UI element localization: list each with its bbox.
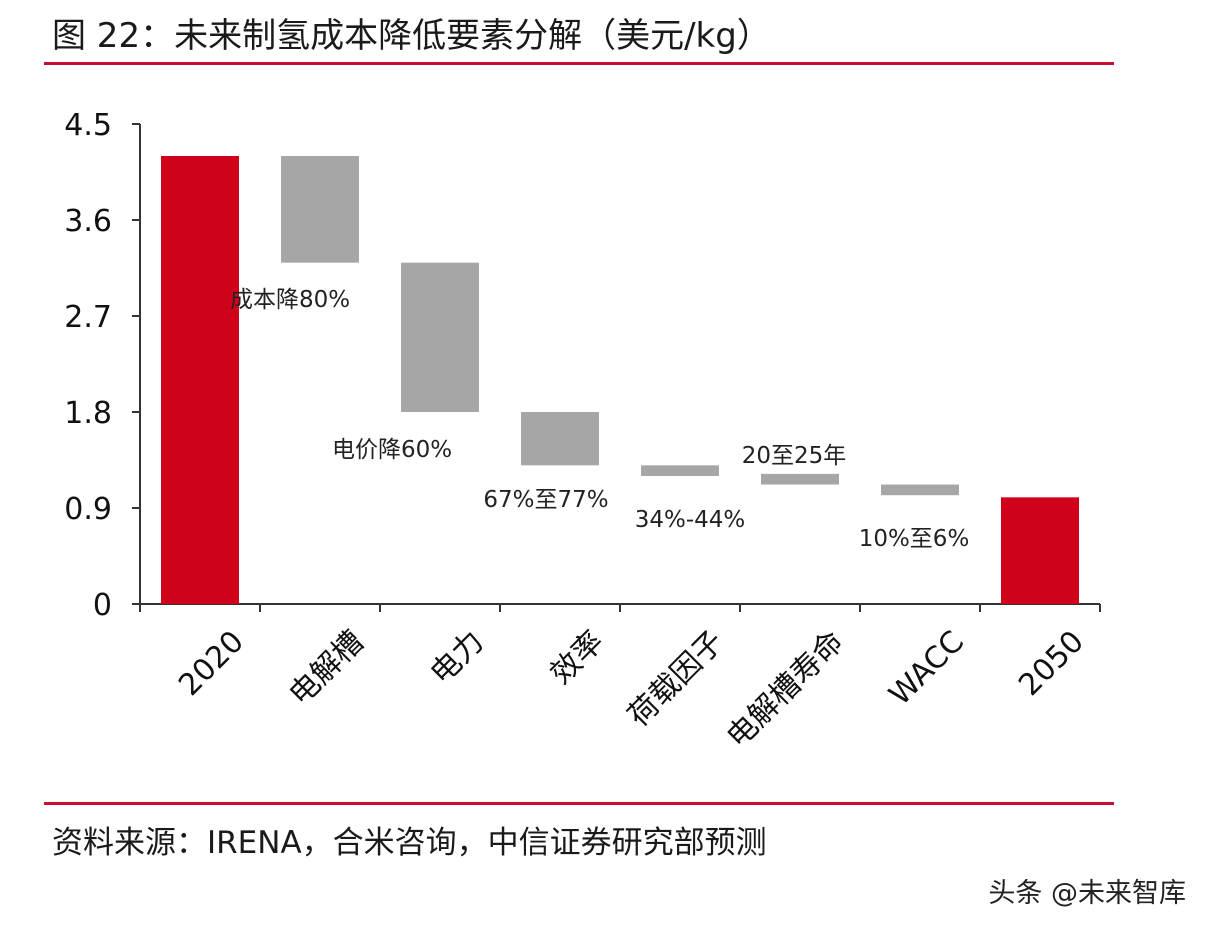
x-tick-label: WACC [883,624,971,712]
data-label: 67%至77% [483,487,608,513]
bottom-rule [44,802,1114,805]
y-tick-label: 2.7 [64,300,112,335]
top-rule [44,62,1114,65]
bars [161,156,1079,604]
source-note: 资料来源：IRENA，合米咨询，中信证券研究部预测 [52,825,767,861]
x-tick-label: 效率 [544,624,611,691]
delta-bar [401,262,479,412]
x-tick-label: 2050 [1012,624,1091,703]
data-label: 电价降60% [332,437,452,463]
x-tick-label: 电解槽 [283,624,371,712]
y-tick-labels: 0 0.9 1.8 2.7 3.6 4.5 [64,108,112,623]
y-tick-label: 3.6 [64,204,112,239]
watermark-text: 头条 @未来智库 [988,878,1186,909]
delta-bar [521,412,599,466]
waterfall-chart: 成本降80% 电价降60% 67%至77% 34%-44% 20至25年 10%至6% 2… [64,108,1101,755]
x-tick-label: 电解槽寿命 [720,624,851,755]
x-tick-label: 电力 [424,624,491,691]
total-bar [161,156,239,604]
delta-bar [281,156,359,263]
axes [132,123,1101,612]
y-tick-label: 1.8 [64,396,112,431]
delta-bar [641,465,719,476]
data-labels: 成本降80% 电价降60% 67%至77% 34%-44% 20至25年 10%至6% [230,287,969,552]
data-label: 34%-44% [635,507,746,533]
y-tick-label: 0.9 [64,492,112,527]
x-tick-label: 荷载因子 [621,624,731,734]
data-label: 成本降80% [230,287,350,313]
delta-bar [881,484,959,496]
y-tick-label: 0 [93,588,112,623]
data-label: 20至25年 [742,443,847,469]
data-label: 10%至6% [859,526,970,552]
y-tick-label: 4.5 [64,108,112,143]
x-tick-label: 2020 [172,624,251,703]
delta-bar [761,473,839,485]
figure-title: 图 22：未来制氢成本降低要素分解（美元/kg） [52,16,771,56]
total-bar [1001,497,1079,604]
